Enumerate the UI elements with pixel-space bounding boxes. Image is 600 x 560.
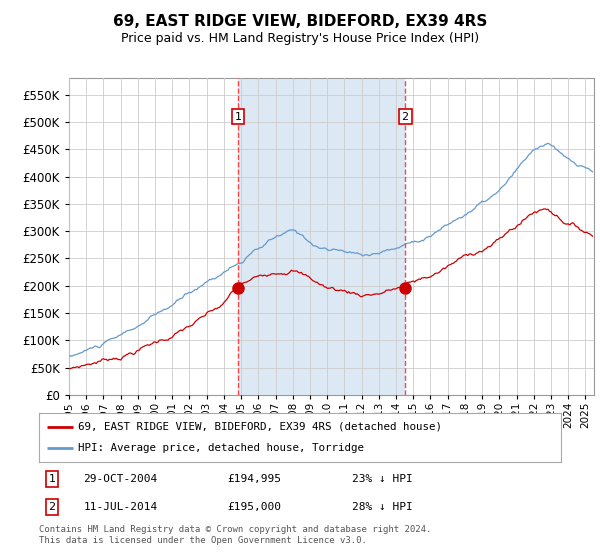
Text: £194,995: £194,995	[227, 474, 281, 484]
Text: 11-JUL-2014: 11-JUL-2014	[83, 502, 158, 512]
Text: 1: 1	[235, 111, 242, 122]
Bar	[238, 78, 405, 395]
Text: 69, EAST RIDGE VIEW, BIDEFORD, EX39 4RS (detached house): 69, EAST RIDGE VIEW, BIDEFORD, EX39 4RS …	[78, 422, 442, 432]
Text: 2: 2	[49, 502, 56, 512]
Text: 28% ↓ HPI: 28% ↓ HPI	[352, 502, 413, 512]
Text: 2: 2	[401, 111, 409, 122]
Text: 29-OCT-2004: 29-OCT-2004	[83, 474, 158, 484]
Text: 1: 1	[49, 474, 56, 484]
Text: 23% ↓ HPI: 23% ↓ HPI	[352, 474, 413, 484]
Text: £195,000: £195,000	[227, 502, 281, 512]
Text: 69, EAST RIDGE VIEW, BIDEFORD, EX39 4RS: 69, EAST RIDGE VIEW, BIDEFORD, EX39 4RS	[113, 14, 487, 29]
Text: HPI: Average price, detached house, Torridge: HPI: Average price, detached house, Torr…	[78, 443, 364, 453]
Text: Contains HM Land Registry data © Crown copyright and database right 2024.
This d: Contains HM Land Registry data © Crown c…	[39, 525, 431, 545]
Text: Price paid vs. HM Land Registry's House Price Index (HPI): Price paid vs. HM Land Registry's House …	[121, 32, 479, 45]
